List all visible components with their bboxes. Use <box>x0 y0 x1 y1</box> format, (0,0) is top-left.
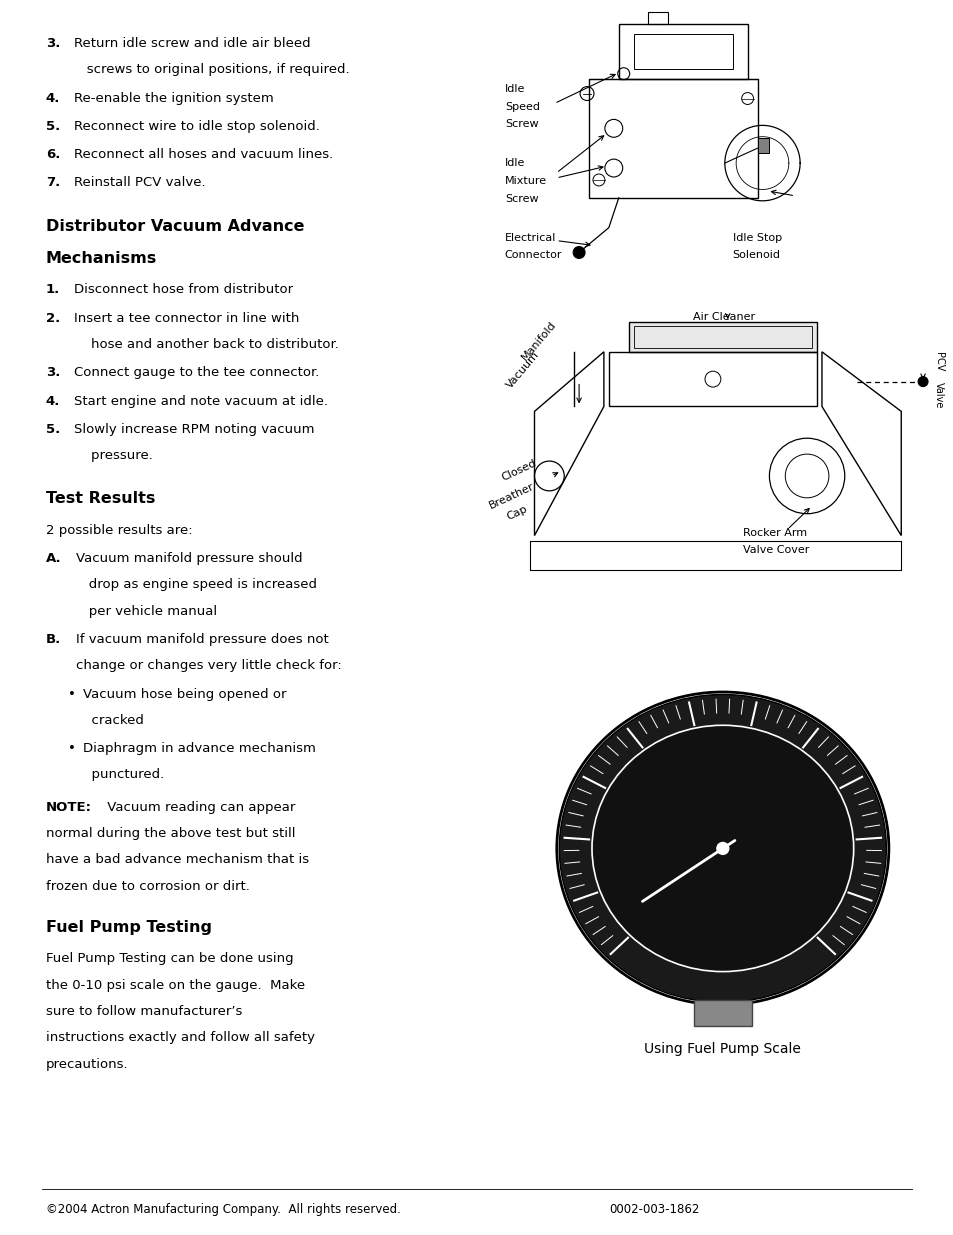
Text: 5.: 5. <box>46 120 60 133</box>
Text: Using Fuel Pump Scale: Using Fuel Pump Scale <box>643 1042 801 1056</box>
Text: Return idle screw and idle air bleed: Return idle screw and idle air bleed <box>73 37 310 49</box>
Text: 4.: 4. <box>46 91 60 105</box>
Ellipse shape <box>592 725 853 972</box>
Text: Valve: Valve <box>933 382 943 408</box>
Text: 2 possible results are:: 2 possible results are: <box>46 524 193 537</box>
Text: Reconnect all hoses and vacuum lines.: Reconnect all hoses and vacuum lines. <box>73 148 333 162</box>
Text: Mixture: Mixture <box>504 177 546 186</box>
Text: 7.: 7. <box>46 177 60 189</box>
Bar <box>648 12 668 23</box>
Text: Slowly increase RPM noting vacuum: Slowly increase RPM noting vacuum <box>73 422 314 436</box>
Text: Screw: Screw <box>504 120 537 130</box>
Text: screws to original positions, if required.: screws to original positions, if require… <box>73 63 349 77</box>
Bar <box>757 138 769 153</box>
Text: Idle: Idle <box>504 84 524 94</box>
Text: Vacuum hose being opened or: Vacuum hose being opened or <box>83 688 287 700</box>
Text: 3.: 3. <box>46 37 60 49</box>
Text: If vacuum manifold pressure does not: If vacuum manifold pressure does not <box>75 632 328 646</box>
Ellipse shape <box>557 692 888 1005</box>
Text: Reinstall PCV valve.: Reinstall PCV valve. <box>73 177 205 189</box>
Text: precautions.: precautions. <box>46 1057 129 1071</box>
Text: Test Results: Test Results <box>46 492 155 506</box>
Text: Vacuum manifold pressure should: Vacuum manifold pressure should <box>75 552 302 564</box>
Text: Connector: Connector <box>504 251 561 261</box>
Text: 1.: 1. <box>46 283 60 296</box>
Text: Air Cleaner: Air Cleaner <box>693 312 755 322</box>
Circle shape <box>573 247 584 258</box>
Text: PCV: PCV <box>933 352 943 372</box>
Text: Distributor Vacuum Advance: Distributor Vacuum Advance <box>46 219 304 233</box>
Circle shape <box>917 377 927 387</box>
Text: normal during the above test but still: normal during the above test but still <box>46 827 295 840</box>
Text: frozen due to corrosion or dirt.: frozen due to corrosion or dirt. <box>46 879 250 893</box>
Text: 4.: 4. <box>46 394 60 408</box>
Text: Manifold: Manifold <box>519 319 558 362</box>
Text: Fuel Pump Testing: Fuel Pump Testing <box>46 920 212 935</box>
Text: change or changes very little check for:: change or changes very little check for: <box>75 659 341 672</box>
Text: pressure.: pressure. <box>73 450 152 462</box>
Circle shape <box>716 842 728 855</box>
Text: 5.: 5. <box>46 422 60 436</box>
Bar <box>633 326 811 348</box>
Text: punctured.: punctured. <box>83 768 165 782</box>
Text: Electrical: Electrical <box>504 232 556 242</box>
Text: Diaphragm in advance mechanism: Diaphragm in advance mechanism <box>83 742 316 755</box>
Text: Connect gauge to the tee connector.: Connect gauge to the tee connector. <box>73 367 318 379</box>
Text: 6.: 6. <box>46 148 60 162</box>
Text: 3.: 3. <box>46 367 60 379</box>
Text: drop as engine speed is increased: drop as engine speed is increased <box>75 578 316 592</box>
Text: Speed: Speed <box>504 101 539 111</box>
Text: B.: B. <box>46 632 61 646</box>
Text: Mechanisms: Mechanisms <box>46 251 157 266</box>
Text: NOTE:: NOTE: <box>46 800 91 814</box>
Text: per vehicle manual: per vehicle manual <box>75 605 216 618</box>
Text: Idle Stop: Idle Stop <box>732 232 781 242</box>
Text: •: • <box>68 688 75 700</box>
Text: Breather: Breather <box>487 480 536 510</box>
Text: Re-enable the ignition system: Re-enable the ignition system <box>73 91 273 105</box>
Text: Start engine and note vacuum at idle.: Start engine and note vacuum at idle. <box>73 394 327 408</box>
Text: Idle: Idle <box>504 158 524 168</box>
Text: ©2004 Actron Manufacturing Company.  All rights reserved.: ©2004 Actron Manufacturing Company. All … <box>46 1203 400 1216</box>
Text: 2.: 2. <box>46 311 60 325</box>
Text: Solenoid: Solenoid <box>732 251 780 261</box>
Text: Reconnect wire to idle stop solenoid.: Reconnect wire to idle stop solenoid. <box>73 120 319 133</box>
Text: Vacuum: Vacuum <box>504 350 540 390</box>
Bar <box>633 35 732 69</box>
Text: Disconnect hose from distributor: Disconnect hose from distributor <box>73 283 293 296</box>
Text: cracked: cracked <box>83 714 144 727</box>
Text: have a bad advance mechanism that is: have a bad advance mechanism that is <box>46 853 309 867</box>
Text: •: • <box>68 742 75 755</box>
Text: 0002-003-1862: 0002-003-1862 <box>608 1203 699 1216</box>
Text: instructions exactly and follow all safety: instructions exactly and follow all safe… <box>46 1031 314 1044</box>
Text: Closed: Closed <box>499 458 537 483</box>
Text: Cap: Cap <box>504 504 528 522</box>
Text: Screw: Screw <box>504 194 537 204</box>
Ellipse shape <box>558 694 885 1003</box>
Text: the 0-10 psi scale on the gauge.  Make: the 0-10 psi scale on the gauge. Make <box>46 978 305 992</box>
Bar <box>628 322 816 352</box>
Text: Rocker Arm: Rocker Arm <box>741 527 806 537</box>
Text: sure to follow manufacturer’s: sure to follow manufacturer’s <box>46 1005 242 1018</box>
Text: Insert a tee connector in line with: Insert a tee connector in line with <box>73 311 298 325</box>
FancyBboxPatch shape <box>693 1000 751 1026</box>
Text: Valve Cover: Valve Cover <box>741 546 808 556</box>
Text: Fuel Pump Testing can be done using: Fuel Pump Testing can be done using <box>46 952 294 966</box>
Bar <box>529 541 901 571</box>
Text: Vacuum reading can appear: Vacuum reading can appear <box>103 800 295 814</box>
Text: hose and another back to distributor.: hose and another back to distributor. <box>73 338 338 351</box>
Text: A.: A. <box>46 552 61 564</box>
